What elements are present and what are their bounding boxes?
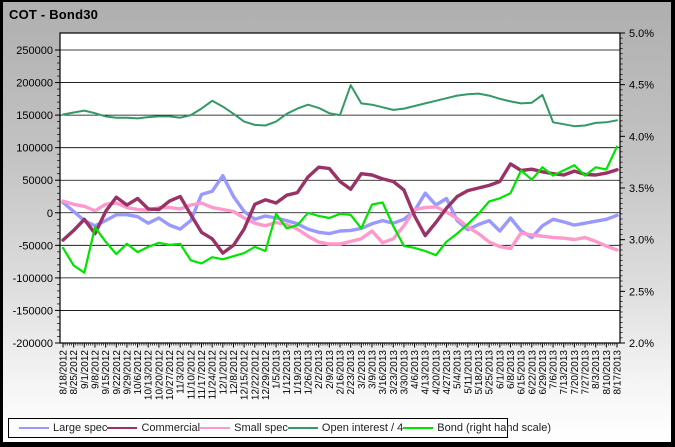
x-axis-label: 8/18/2012 [59,350,70,395]
x-axis-label: 5/25/2013 [485,350,496,395]
x-axis-label: 6/29/2013 [538,350,549,395]
x-axis-label: 10/27/2012 [165,350,176,400]
x-axis-label: 2/16/2013 [336,350,347,395]
right-axis-label: 4.5% [629,80,654,92]
legend-item-large-spec: Large spec [19,422,107,434]
series-line-commercial [61,162,619,255]
left-axis-label: -200000 [13,338,53,350]
series-line-open-interest-4 [62,84,618,128]
right-axis-label: 2.0% [629,338,654,350]
right-axis-label: 3.5% [629,183,654,195]
right-axis-label: 4.0% [629,131,654,143]
x-axis-label: 8/17/2013 [613,350,624,395]
x-axis-label: 3/9/2013 [367,350,378,389]
x-axis-label: 12/8/2012 [229,350,240,395]
series [61,84,619,274]
x-axis-label: 1/19/2013 [293,350,304,395]
x-axis-label: 12/29/2012 [261,350,272,400]
x-axis-label: 9/1/2012 [80,350,91,389]
x-axis-label: 7/20/2013 [570,350,581,395]
x-axis-label: 1/5/2013 [272,350,283,389]
x-axis-label: 9/22/2012 [112,350,123,395]
chart-title: COT - Bond30 [9,7,99,22]
legend-item-bond-right-hand-scale: Bond (right hand scale) [403,422,551,434]
chart-canvas: 250000 200000 150000 100000 50000 0 -50000 -100… [13,28,655,400]
x-axis-label: 1/12/2013 [282,350,293,395]
x-axis-label: 11/10/2012 [186,350,197,400]
legend-swatch [107,427,138,429]
series-line-bond-right-hand-scale [61,145,619,274]
plot-area [59,32,621,344]
x-axis-label: 2/2/2013 [314,350,325,389]
x-axis-label: 5/18/2013 [474,350,485,395]
legend-item-small-spec: Small spec [200,422,288,434]
left-axis-label: -50000 [19,240,53,252]
x-axis-label: 3/23/2013 [389,350,400,395]
left-axis-label: 50000 [22,175,53,187]
x-axis-label: 7/6/2013 [549,350,560,389]
legend-item-commercial: Commercial [107,422,200,434]
left-axis-label: 0 [47,208,53,220]
left-axis-label: 150000 [16,110,53,122]
left-axis-label: -150000 [13,305,53,317]
x-axis-label: 8/3/2013 [591,350,602,389]
legend-swatch [403,427,434,429]
x-axis-label: 9/29/2012 [122,350,133,395]
x-axis-label: 3/16/2013 [378,350,389,395]
right-axis-label: 5.0% [629,28,654,40]
x-axis-label: 11/17/2012 [197,350,208,400]
x-axis-label: 6/8/2013 [506,350,517,389]
x-axis-label: 2/23/2013 [346,350,357,395]
legend-label: Open interest / 4 [321,422,404,434]
x-axis-label: 8/25/2012 [69,350,80,395]
x-axis-label: 10/6/2012 [133,350,144,395]
x-axis-label: 9/15/2012 [101,350,112,395]
left-axis-label: 100000 [16,143,53,155]
x-axis-label: 4/27/2013 [442,350,453,395]
right-axis-label: 3.0% [629,235,654,247]
x-axis-label: 7/27/2013 [581,350,592,395]
x-axis-label: 3/2/2013 [357,350,368,389]
x-axis-label: 4/6/2013 [410,350,421,389]
legend-swatch [19,427,49,429]
x-axis-label: 11/24/2012 [208,350,219,400]
x-axis-label: 6/22/2013 [527,350,538,395]
legend-swatch [287,427,318,429]
x-axis-label: 7/13/2013 [559,350,570,395]
legend-label: Small spec [234,422,288,434]
left-axis-label: -100000 [13,273,53,285]
legend-swatch [200,427,231,429]
legend-label: Bond (right hand scale) [437,422,551,434]
legend-item-open-interest-4: Open interest / 4 [287,422,404,434]
legend-label: Large spec [53,422,108,434]
x-axis-label: 3/30/2013 [399,350,410,395]
x-axis-label: 8/10/2013 [602,350,613,395]
right-axis: 5.0% 4.5% 4.0% 3.5% 3.0% 2.5% 2.0% [620,28,654,350]
legend-label: Commercial [141,422,201,434]
x-axis-label: 5/11/2013 [463,350,474,394]
left-axis-label: 200000 [16,78,53,90]
x-axis-label: 10/13/2012 [144,350,155,400]
x-axis-label: 1/26/2013 [304,350,315,395]
x-axis-label: 12/22/2012 [250,350,261,400]
left-axis: 250000 200000 150000 100000 50000 0 -50000 -100… [13,45,60,350]
x-axis-label: 6/1/2013 [495,350,506,389]
x-axis-label: 9/8/2012 [90,350,101,389]
legend: Large spec Commercial Small spec Open inter… [8,418,551,438]
x-axis-label: 6/15/2013 [517,350,528,395]
x-axis-label: 4/13/2013 [421,350,432,395]
x-axis-label: 12/1/2012 [218,350,229,395]
x-axis-label: 10/20/2012 [154,350,165,400]
left-axis-label: 250000 [16,45,53,57]
x-axis-label: 12/15/2012 [240,350,251,400]
x-axis-label: 11/3/2012 [176,350,187,394]
x-axis-label: 4/20/2013 [431,350,442,395]
x-axis-label: 5/4/2013 [453,350,464,389]
right-axis-label: 2.5% [629,286,654,298]
x-axis: 8/18/2012 8/25/2012 9/1/2012 9/8/2012 9/15/2… [59,343,624,400]
x-axis-label: 2/9/2013 [325,350,336,389]
